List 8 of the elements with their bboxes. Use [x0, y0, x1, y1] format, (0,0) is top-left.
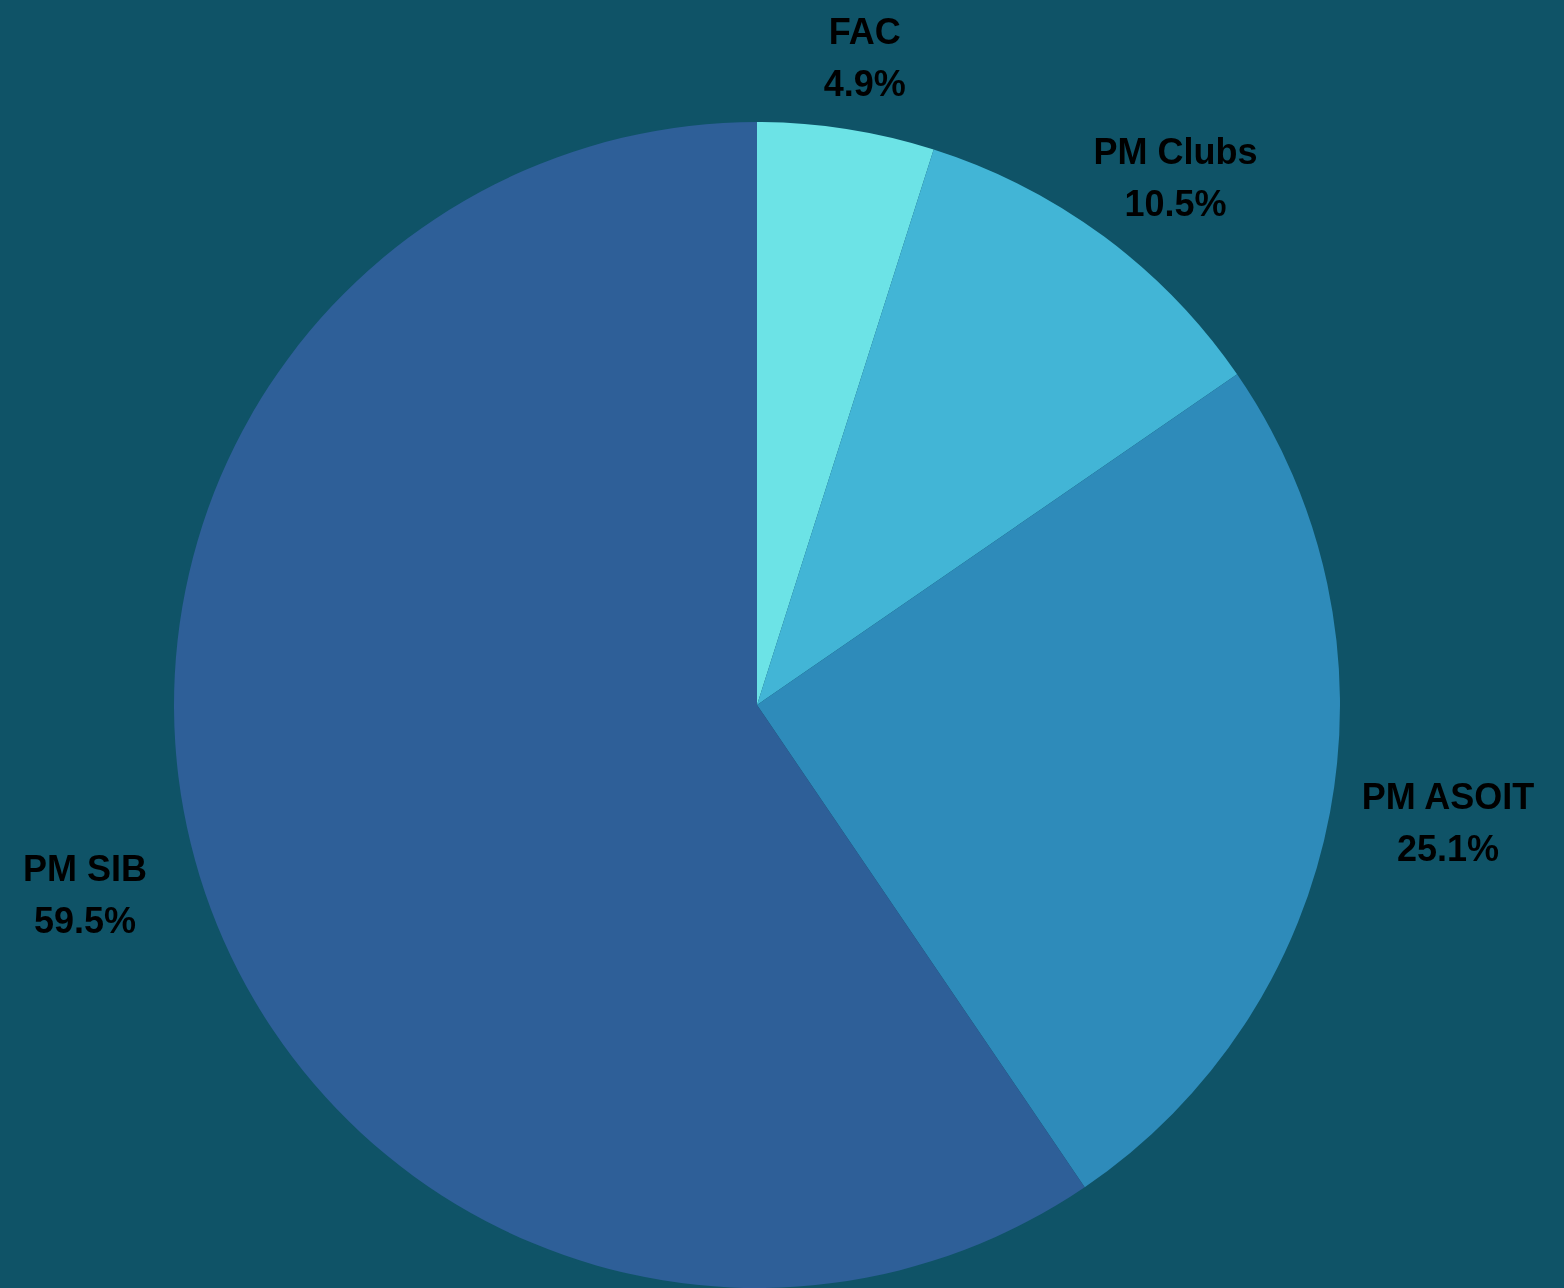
slice-label: PM Clubs	[1093, 131, 1258, 173]
data-label: 25.1%	[1396, 828, 1499, 870]
data-label: 4.9%	[823, 62, 906, 104]
data-label: 59.5%	[34, 899, 137, 941]
slice-label: PM ASOIT	[1361, 776, 1535, 818]
slice-label: PM SIB	[23, 847, 148, 889]
data-label: 10.5%	[1124, 183, 1227, 225]
slice-label: FAC	[828, 10, 901, 52]
